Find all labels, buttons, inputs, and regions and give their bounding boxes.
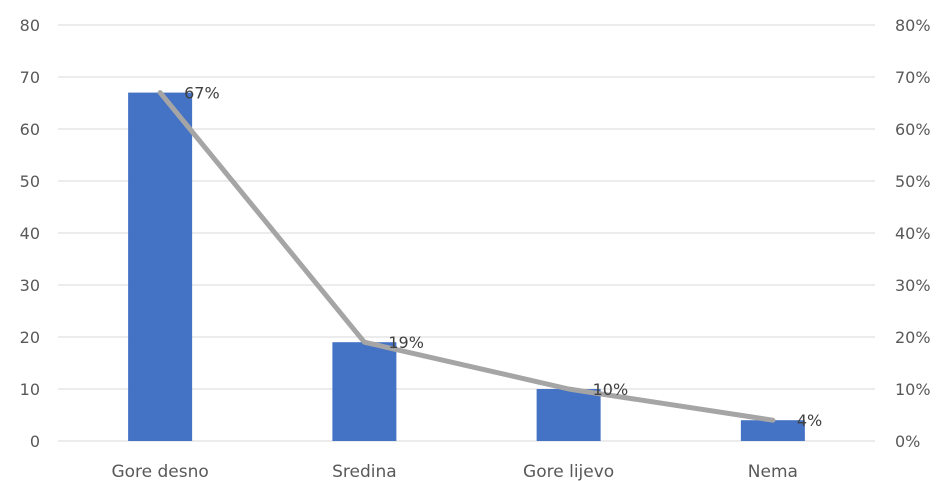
- left-tick-label: 50: [20, 172, 40, 191]
- data-label: 4%: [797, 411, 822, 430]
- data-label: 19%: [388, 333, 424, 352]
- left-tick-label: 70: [20, 68, 40, 87]
- gridlines: [58, 24, 875, 442]
- category-label: Gore lijevo: [523, 462, 614, 481]
- category-label: Gore desno: [111, 462, 208, 481]
- left-tick-label: 40: [20, 224, 40, 243]
- right-tick-label: 80%: [895, 16, 931, 35]
- left-tick-label: 10: [20, 380, 40, 399]
- left-axis-ticks: 0 10 20 30 40 50 60 70 80: [20, 16, 40, 451]
- left-tick-label: 60: [20, 120, 40, 139]
- right-tick-label: 20%: [895, 328, 931, 347]
- left-tick-label: 80: [20, 16, 40, 35]
- left-tick-label: 20: [20, 328, 40, 347]
- data-label: 67%: [184, 84, 220, 103]
- right-tick-label: 30%: [895, 276, 931, 295]
- category-label: Nema: [748, 462, 798, 481]
- category-labels: Gore desno Sredina Gore lijevo Nema: [111, 462, 798, 481]
- bar: [740, 420, 805, 441]
- left-tick-label: 0: [30, 432, 40, 451]
- percentage-line: [157, 90, 776, 423]
- right-tick-label: 50%: [895, 172, 931, 191]
- category-label: Sredina: [332, 462, 397, 481]
- left-tick-label: 30: [20, 276, 40, 295]
- bar-series: [128, 92, 805, 441]
- line-series: [157, 90, 776, 423]
- bar: [332, 342, 397, 441]
- data-labels: 67% 19% 10% 4%: [184, 84, 822, 431]
- right-tick-label: 40%: [895, 224, 931, 243]
- right-tick-label: 10%: [895, 380, 931, 399]
- data-label: 10%: [593, 380, 629, 399]
- bar: [536, 389, 601, 441]
- right-tick-label: 70%: [895, 68, 931, 87]
- right-axis-ticks: 0% 10% 20% 30% 40% 50% 60% 70% 80%: [895, 16, 931, 451]
- right-tick-label: 60%: [895, 120, 931, 139]
- bar: [128, 92, 193, 441]
- right-tick-label: 0%: [895, 432, 920, 451]
